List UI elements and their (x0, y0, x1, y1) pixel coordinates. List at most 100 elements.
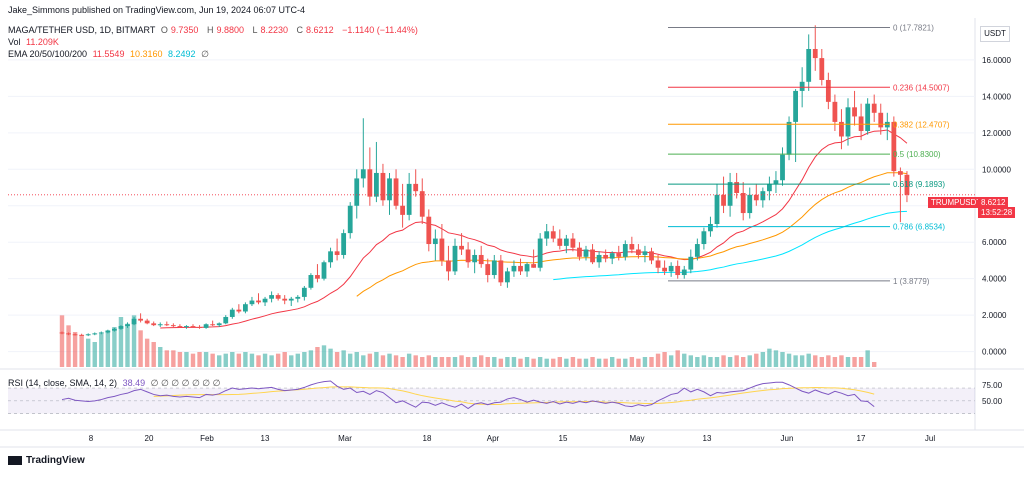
candle-body (426, 216, 432, 245)
volume-bar (498, 358, 504, 367)
fib-label: 0.5 (10.8300) (893, 150, 941, 159)
volume-bar (721, 355, 726, 367)
candle-body (649, 251, 654, 261)
rsi-tick-label: 75.00 (982, 381, 1003, 390)
ema-legend[interactable]: EMA 20/50/100/200 11.5549 10.3160 8.2492… (8, 49, 212, 60)
candle-body (157, 324, 163, 326)
currency-button[interactable]: USDT (980, 26, 1010, 42)
volume-bar (741, 357, 746, 367)
candle-body (708, 223, 713, 232)
candle-body (216, 323, 222, 326)
candle-body (550, 231, 556, 239)
candle-body (681, 269, 687, 276)
candle-body (590, 249, 595, 263)
volume-bar (511, 357, 517, 367)
volume-bar (701, 355, 707, 367)
volume-bar (177, 352, 183, 367)
volume-bar (151, 342, 156, 367)
rsi-line (61, 380, 875, 410)
volume-bar (223, 353, 228, 367)
candle-body (714, 194, 720, 224)
candle-body (740, 193, 746, 214)
candle-body (184, 326, 189, 328)
candle-body (537, 238, 543, 268)
volume-bar (642, 357, 648, 367)
candle-body (701, 231, 707, 245)
volume-bar (577, 358, 582, 367)
candle-body (577, 247, 582, 257)
volume-bar (858, 357, 864, 367)
y-tick-label: 16.0000 (982, 56, 1011, 65)
y-tick-label: 4.0000 (982, 275, 1007, 284)
rsi-legend[interactable]: RSI (14, close, SMA, 14, 2) 38.49 ∅ ∅ ∅ … (8, 378, 224, 389)
candle-body (858, 116, 864, 132)
volume-bar (433, 357, 438, 367)
volume-bar (275, 353, 281, 367)
volume-bar (289, 355, 294, 367)
volume-bar (354, 352, 359, 367)
volume-bar (544, 358, 549, 367)
candle-body (721, 194, 726, 206)
candle-body (478, 254, 484, 265)
candle-body (491, 260, 497, 276)
ema-label: EMA 20/50/100/200 (8, 49, 88, 59)
candle-body (105, 330, 111, 333)
candle-body (498, 260, 504, 283)
volume-bar (66, 325, 71, 367)
volume-bar (230, 352, 235, 367)
candle-body (760, 191, 766, 201)
rsi-value: 38.49 (122, 378, 146, 388)
volume-bar (387, 353, 392, 367)
volume-legend[interactable]: Vol 11.209K (8, 37, 62, 47)
volume-bar (105, 330, 111, 367)
candle-body (845, 107, 851, 137)
x-tick-label: 13 (261, 434, 270, 443)
volume-bar (348, 353, 353, 367)
candle-body (878, 112, 884, 128)
x-tick-label: Jun (781, 434, 794, 443)
volume-bar (72, 332, 78, 367)
tradingview-logo[interactable]: TradingView (8, 455, 85, 466)
candle-body (891, 121, 897, 172)
volume-bar (269, 355, 274, 367)
candle-body (419, 191, 425, 217)
candle-body (380, 172, 386, 201)
candle-body (229, 309, 235, 317)
volume-bar (872, 362, 877, 367)
candle-body (334, 251, 340, 255)
volume-bar (852, 357, 857, 367)
volume-bar (786, 353, 792, 367)
volume-bar (315, 347, 320, 367)
volume-bar (813, 355, 818, 367)
rsi-label: RSI (14, close, SMA, 14, 2) (8, 378, 118, 388)
volume-bar (236, 353, 242, 367)
price-badge: 8.6212 (978, 197, 1009, 208)
candle-body (727, 182, 733, 206)
candle-body (852, 107, 857, 117)
candle-body (806, 48, 812, 82)
candle-body (249, 300, 255, 305)
y-tick-label: 2.0000 (982, 311, 1007, 320)
volume-bar (505, 357, 510, 367)
symbol-row[interactable]: MAGA/TETHER USD, 1D, BITMART O 9.7350 H 9.… (8, 25, 421, 35)
candle-body (616, 253, 622, 257)
candle-body (662, 267, 667, 272)
y-tick-label: 6.0000 (982, 238, 1007, 247)
candle-body (747, 194, 753, 214)
candle-body (871, 103, 877, 113)
volume-bar (361, 355, 366, 367)
candle-body (243, 304, 248, 312)
volume-bar (479, 355, 484, 367)
candle-body (432, 238, 438, 245)
volume-bar (537, 357, 543, 367)
candle-body (269, 295, 274, 299)
candle-body (780, 154, 785, 181)
volume-bar (79, 335, 84, 367)
volume-bar (760, 352, 766, 367)
volume-bar (799, 355, 805, 367)
symbol-title[interactable]: MAGA/TETHER USD, 1D, BITMART (8, 25, 156, 35)
volume-bar (321, 345, 327, 367)
volume-bar (708, 357, 713, 367)
